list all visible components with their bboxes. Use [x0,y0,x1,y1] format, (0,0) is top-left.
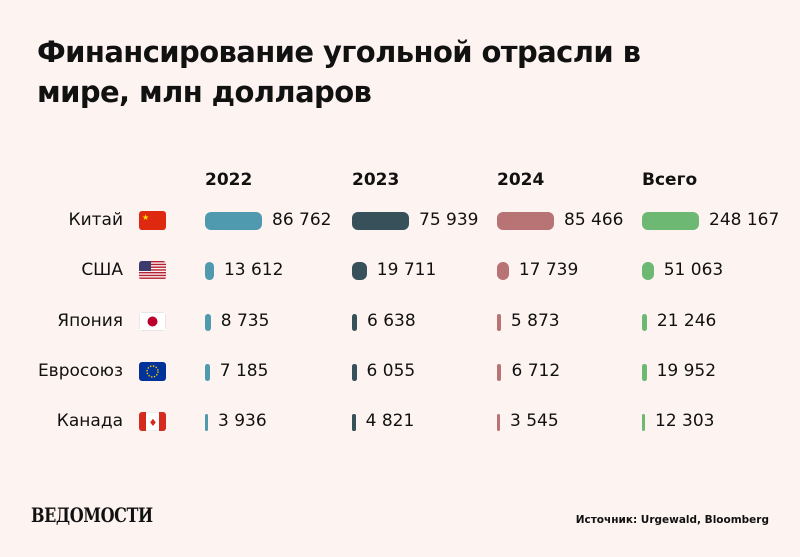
bar-2023 [352,262,367,280]
value-label: 19 952 [656,361,717,381]
column-header: 2024 [497,170,545,190]
country-label: Евросоюз [37,361,123,381]
bar-Всего [642,413,645,431]
column-header: 2023 [352,170,400,190]
chart-title: Финансирование угольной отрасли в мире, … [37,35,641,109]
value-label: 19 711 [376,260,437,280]
value-label: 248 167 [709,210,780,230]
column-header: 2022 [205,170,253,190]
value-label: 13 612 [223,260,284,280]
value-label: 8 735 [220,311,270,331]
country-label: США [81,260,123,280]
bar-2024 [497,262,509,280]
vedomosti-logo: ВЕДОМОСТИ [31,503,153,527]
bar-2022 [205,413,208,431]
svg-text:♦: ♦ [149,418,158,429]
value-label: 75 939 [419,210,479,230]
bar-Всего [642,212,699,230]
column-header: Всего [642,170,698,190]
value-label: 51 063 [663,260,724,280]
usa-flag-icon [139,261,166,280]
value-label: 4 821 [365,411,415,431]
country-label: Япония [57,311,123,331]
bar-Всего [642,262,654,280]
bar-2024 [497,413,500,431]
value-label: 6 712 [511,361,561,381]
value-label: 21 246 [656,311,717,331]
canada-flag-icon: ♦ [139,412,166,431]
svg-text:★: ★ [142,213,149,222]
source-note: Источник: Urgewald, Bloomberg [575,514,769,526]
bar-2023 [352,413,356,431]
value-label: 5 873 [510,311,560,331]
bar-2024 [497,212,554,230]
japan-flag-icon [139,312,166,331]
country-label: Канада [56,411,123,431]
bar-Всего [642,363,647,381]
bar-2024 [497,313,501,331]
country-label: Китай [68,210,124,230]
eu-flag-icon [139,362,166,381]
bar-2022 [205,313,211,331]
bar-2022 [205,363,210,381]
value-label: 3 545 [510,411,559,431]
bar-2023 [352,313,357,331]
value-label: 7 185 [219,361,269,381]
china-flag-icon: ★ [139,211,166,230]
bar-2023 [352,363,357,381]
bar-2022 [205,212,262,230]
value-label: 6 638 [366,311,416,331]
value-label: 85 466 [564,210,624,230]
value-label: 3 936 [218,411,267,431]
value-label: 12 303 [655,411,715,431]
value-label: 6 055 [366,361,416,381]
value-label: 17 739 [518,260,579,280]
bar-Всего [642,313,647,331]
bar-2023 [352,212,409,230]
bar-2024 [497,363,502,381]
value-label: 86 762 [272,210,332,230]
bar-2022 [205,262,214,280]
